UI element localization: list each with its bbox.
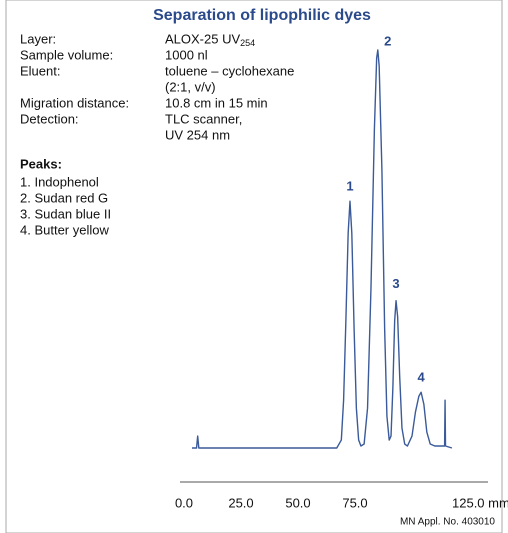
info-value: 10.8 cm in 15 min — [165, 95, 268, 110]
chart-title: Separation of lipophilic dyes — [153, 7, 371, 24]
info-label: Migration distance: — [20, 95, 129, 110]
info-subscript: 254 — [240, 38, 255, 48]
signal-line — [191, 49, 453, 449]
peak-number: 4 — [418, 370, 426, 385]
peak-item: 1. Indophenol — [20, 174, 99, 189]
x-tick-label: 125.0 mm — [452, 495, 508, 510]
info-value: ALOX-25 UV254 — [165, 31, 255, 48]
x-tick-label: 50.0 — [285, 495, 310, 510]
x-tick-label: 25.0 — [228, 495, 253, 510]
peak-item: 4. Butter yellow — [20, 222, 109, 237]
peak-item: 3. Sudan blue II — [20, 206, 111, 221]
info-label: Layer: — [20, 31, 56, 46]
info-label: Sample volume: — [20, 47, 113, 62]
peaks-title: Peaks: — [20, 156, 62, 171]
info-value: toluene – cyclohexane — [165, 63, 294, 78]
peak-number: 3 — [392, 276, 399, 291]
info-label: Detection: — [20, 111, 79, 126]
x-tick-label: 75.0 — [342, 495, 367, 510]
peak-item: 2. Sudan red G — [20, 190, 108, 205]
info-value: 1000 nl — [165, 47, 208, 62]
footer: MN Appl. No. 403010 — [400, 517, 495, 528]
info-value: UV 254 nm — [165, 127, 230, 142]
info-value: (2:1, v/v) — [165, 79, 216, 94]
peak-number: 2 — [384, 33, 391, 48]
peak-number: 1 — [346, 179, 353, 194]
info-value: TLC scanner, — [165, 111, 242, 126]
info-label: Eluent: — [20, 63, 60, 78]
x-tick-label: 0.0 — [175, 495, 193, 510]
frame — [5, 0, 503, 533]
